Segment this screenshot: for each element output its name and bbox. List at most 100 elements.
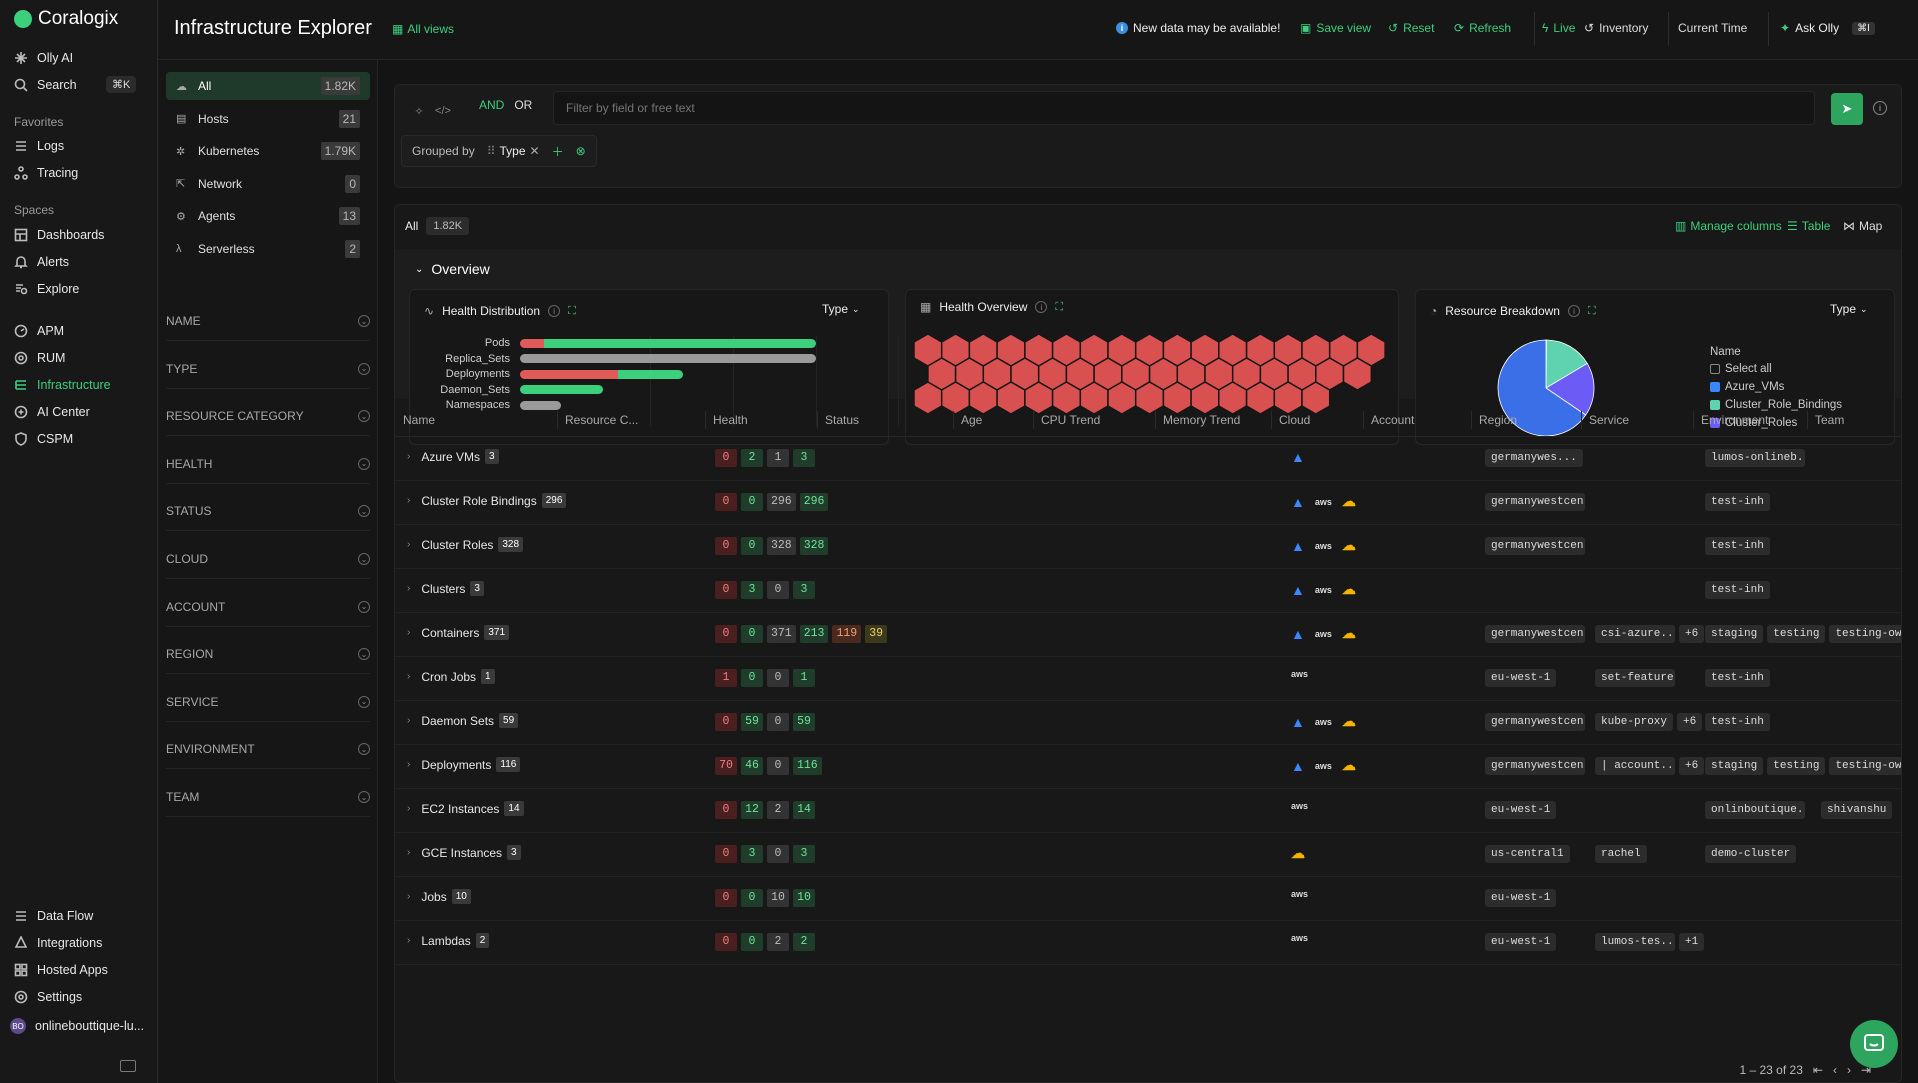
column-divider[interactable]: [705, 411, 706, 429]
table-row[interactable]: › Cluster Role Bindings 296 0 0 296 296 ▲ aws ☁ ge…: [395, 481, 1901, 525]
expand-filter-icon[interactable]: ⌄: [358, 553, 370, 565]
table-row[interactable]: › Lambdas 2 0 0 2 2 aws eu-west-1 lumos-tes... +1: [395, 921, 1901, 965]
column-header-1[interactable]: Resource C...: [565, 413, 639, 427]
expand-filter-icon[interactable]: ⌄: [358, 457, 370, 470]
last-page-icon[interactable]: ⇥: [1860, 1063, 1871, 1077]
filter-cloud[interactable]: CLOUD ⌄: [166, 552, 370, 566]
nav-rum[interactable]: RUM: [14, 348, 65, 368]
chevron-right-icon[interactable]: ›: [407, 891, 411, 902]
add-group-button[interactable]: ＋: [551, 144, 564, 159]
table-row[interactable]: › Azure VMs 3 0 2 1 3 ▲ germanywes... lumos-onlin…: [395, 437, 1901, 481]
column-header-2[interactable]: Health: [713, 413, 748, 427]
column-divider[interactable]: [1693, 411, 1694, 429]
table-view-toggle[interactable]: ☰ Table: [1787, 219, 1830, 233]
health-hex[interactable]: [1342, 357, 1373, 391]
table-row[interactable]: › Containers 371 0 0 371 213 119 39 ▲ aws ☁ germanyw…: [395, 613, 1901, 657]
reset-button[interactable]: ↺ Reset: [1388, 21, 1434, 35]
nav-infrastructure[interactable]: Infrastructure: [14, 375, 111, 395]
type-dropdown[interactable]: Type ⌄: [1830, 302, 1868, 316]
nav-olly-ai[interactable]: Olly AI: [14, 48, 73, 68]
nav-ai-center[interactable]: AI Center: [14, 402, 90, 422]
column-header-7[interactable]: Cloud: [1279, 413, 1311, 427]
legend-select-all[interactable]: Select all: [1710, 360, 1842, 378]
collapse-sidebar-icon[interactable]: [120, 1060, 136, 1072]
clear-group-button[interactable]: ⊗: [575, 144, 586, 158]
table-row[interactable]: › Clusters 3 0 3 0 3 ▲ aws ☁ test-inh: [395, 569, 1901, 613]
chevron-right-icon[interactable]: ›: [407, 671, 411, 682]
time-picker[interactable]: Current Time: [1678, 21, 1747, 35]
filter-region[interactable]: REGION ⌄: [166, 647, 370, 661]
expand-filter-icon[interactable]: ⌄: [358, 362, 370, 375]
nav-apm[interactable]: APM: [14, 321, 64, 341]
table-row[interactable]: › Daemon Sets 59 0 59 0 59 ▲ aws ☁ germanywestcen k…: [395, 701, 1901, 745]
expand-icon[interactable]: ⛶: [1055, 300, 1064, 313]
column-divider[interactable]: [817, 411, 818, 429]
nav-alerts[interactable]: Alerts: [14, 252, 69, 272]
all-views-link[interactable]: ▦ All views: [392, 22, 454, 36]
chat-button[interactable]: [1850, 1020, 1898, 1068]
next-page-icon[interactable]: ›: [1846, 1063, 1851, 1077]
column-header-4[interactable]: Age: [961, 413, 983, 427]
filter-environment[interactable]: ENVIRONMENT ⌄: [166, 742, 370, 756]
column-divider[interactable]: [1807, 411, 1808, 429]
group-chip[interactable]: ⠿ Type ✕: [487, 144, 540, 158]
filter-service[interactable]: SERVICE ⌄: [166, 695, 370, 709]
column-header-5[interactable]: CPU Trend: [1041, 413, 1101, 427]
column-header-9[interactable]: Region: [1479, 413, 1518, 427]
expand-filter-icon[interactable]: ⌄: [358, 648, 370, 661]
expand-filter-icon[interactable]: ⌄: [358, 315, 370, 327]
type-item-agents[interactable]: ⚙ Agents 13: [166, 202, 370, 230]
table-row[interactable]: › EC2 Instances 14 0 12 2 14 aws eu-west-1 onlinb…: [395, 789, 1901, 833]
expand-icon[interactable]: ⛶: [568, 304, 576, 317]
type-item-hosts[interactable]: ▤ Hosts 21: [166, 105, 370, 133]
column-header-0[interactable]: Name: [403, 413, 436, 427]
type-item-serverless[interactable]: λ Serverless 2: [166, 235, 370, 263]
map-view-toggle[interactable]: ⋈ Map: [1843, 219, 1882, 233]
column-header-11[interactable]: Environment: [1701, 413, 1769, 427]
brand-logo[interactable]: Coralogix: [14, 8, 118, 30]
and-or-toggle[interactable]: AND OR: [479, 98, 532, 112]
account-switcher[interactable]: BO onlinebouttique-lu...: [10, 1016, 144, 1036]
expand-filter-icon[interactable]: ⌄: [358, 695, 370, 708]
chevron-right-icon[interactable]: ›: [407, 495, 411, 506]
filter-health[interactable]: HEALTH ⌄: [166, 457, 370, 471]
type-dropdown[interactable]: Type ⌄: [822, 302, 860, 316]
prev-page-icon[interactable]: ‹: [1832, 1063, 1837, 1077]
expand-filter-icon[interactable]: ⌄: [358, 791, 370, 803]
and-option[interactable]: AND: [479, 98, 505, 112]
pie-slice[interactable]: [1497, 339, 1587, 437]
expand-filter-icon[interactable]: ⌄: [358, 600, 370, 613]
column-header-10[interactable]: Service: [1589, 413, 1630, 427]
expand-icon[interactable]: ⛶: [1587, 304, 1596, 317]
table-row[interactable]: ›Cron Jobs11001awseu-west-1set-feature-f…: [395, 657, 1901, 701]
expand-filter-icon[interactable]: ⌄: [358, 410, 370, 423]
chevron-right-icon[interactable]: ›: [407, 759, 411, 770]
chevron-right-icon[interactable]: ›: [407, 451, 411, 462]
refresh-button[interactable]: ⟳ Refresh: [1454, 21, 1511, 35]
table-row[interactable]: › Jobs 10 0 0 10 10 aws eu-west-1: [395, 877, 1901, 921]
table-row[interactable]: › Cluster Roles 328 0 0 328 328 ▲ aws ☁ germanywes…: [395, 525, 1901, 569]
column-divider[interactable]: [557, 411, 558, 429]
close-icon[interactable]: ✕: [529, 144, 540, 158]
pie-slice[interactable]: [1545, 362, 1595, 416]
pie-slice[interactable]: [1545, 339, 1588, 389]
column-divider[interactable]: [1271, 411, 1272, 429]
overview-toggle[interactable]: ⌄ Overview: [415, 261, 490, 277]
column-header-3[interactable]: Status: [825, 413, 860, 427]
filter-name[interactable]: NAME ⌄: [166, 314, 370, 328]
inventory-button[interactable]: ↺ Inventory: [1584, 21, 1648, 35]
filter-status[interactable]: STATUS ⌄: [166, 504, 370, 518]
type-item-network[interactable]: ⇱ Network 0: [166, 170, 370, 198]
or-option[interactable]: OR: [514, 98, 533, 112]
live-button[interactable]: ϟ Live: [1542, 21, 1575, 35]
filter-team[interactable]: TEAM ⌄: [166, 790, 370, 804]
table-row[interactable]: › Deployments 116 70 46 0 116 ▲ aws ☁ germanywestc…: [395, 745, 1901, 789]
chevron-right-icon[interactable]: ›: [407, 539, 411, 550]
first-page-icon[interactable]: ⇤: [1812, 1063, 1823, 1077]
chevron-right-icon[interactable]: ›: [407, 715, 411, 726]
nav-tracing[interactable]: Tracing: [14, 163, 78, 183]
column-divider[interactable]: [1033, 411, 1034, 429]
info-icon[interactable]: i: [1873, 101, 1887, 115]
nav-data-flow[interactable]: Data Flow: [14, 906, 93, 926]
filter-type[interactable]: TYPE ⌄: [166, 362, 370, 376]
